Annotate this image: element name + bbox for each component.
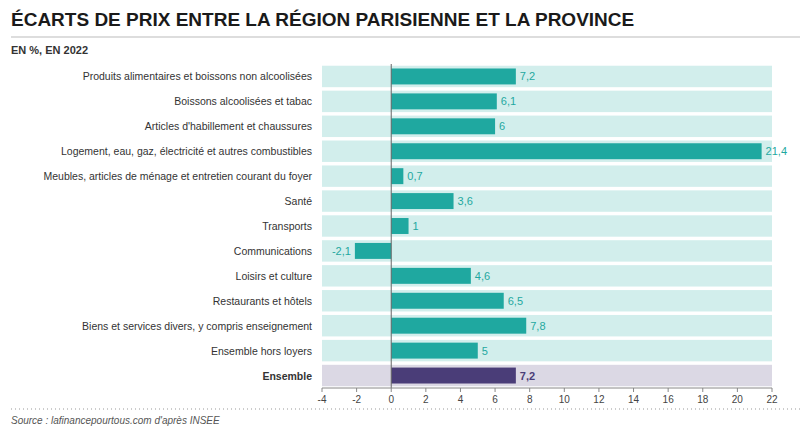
x-tick bbox=[564, 388, 565, 392]
x-tick bbox=[495, 388, 496, 392]
category-label: Loisirs et culture bbox=[236, 270, 313, 282]
x-tick-label: 8 bbox=[527, 394, 533, 405]
category-label: Restaurants et hôtels bbox=[213, 295, 312, 307]
category-label: Biens et services divers, y compris ense… bbox=[82, 320, 312, 332]
bar bbox=[391, 143, 761, 159]
x-tick bbox=[529, 388, 530, 392]
data-label: 6,5 bbox=[508, 295, 523, 307]
x-tick bbox=[356, 388, 357, 392]
x-tick-label: 10 bbox=[559, 394, 571, 405]
source-note: Source : lafinancepourtous.com d'après I… bbox=[11, 415, 220, 426]
x-tick bbox=[391, 388, 392, 392]
x-tick bbox=[737, 388, 738, 392]
data-label: 7,2 bbox=[520, 70, 535, 82]
x-tick bbox=[598, 388, 599, 392]
x-tick-label: 22 bbox=[766, 394, 778, 405]
row-band bbox=[322, 66, 772, 87]
x-axis-line bbox=[322, 388, 772, 389]
x-tick bbox=[425, 388, 426, 392]
data-label: 4,6 bbox=[475, 270, 490, 282]
category-label: Santé bbox=[285, 195, 313, 207]
category-label: Meubles, articles de ménage et entretien… bbox=[44, 170, 313, 182]
data-label: 0,7 bbox=[407, 170, 422, 182]
row-band bbox=[322, 365, 772, 386]
row-band bbox=[322, 315, 772, 336]
title: ÉCARTS DE PRIX ENTRE LA RÉGION PARISIENN… bbox=[11, 9, 634, 30]
data-label: -2,1 bbox=[332, 245, 351, 257]
data-label: 7,2 bbox=[520, 370, 535, 382]
category-label: Boissons alcoolisées et tabac bbox=[174, 95, 312, 107]
bar bbox=[391, 318, 526, 334]
zero-line bbox=[391, 64, 392, 388]
category-label: Ensemble hors loyers bbox=[211, 345, 312, 357]
row-band bbox=[322, 116, 772, 137]
row-band bbox=[322, 141, 772, 162]
x-tick-label: 16 bbox=[663, 394, 675, 405]
x-tick-label: 6 bbox=[492, 394, 498, 405]
x-tick bbox=[460, 388, 461, 392]
bar bbox=[391, 168, 403, 184]
data-label: 21,4 bbox=[766, 145, 787, 157]
x-tick bbox=[322, 388, 323, 392]
x-tick-label: 2 bbox=[423, 394, 429, 405]
bar bbox=[391, 293, 504, 309]
chart: ÉCARTS DE PRIX ENTRE LA RÉGION PARISIENN… bbox=[0, 0, 811, 433]
row-band bbox=[322, 240, 772, 261]
bar bbox=[391, 118, 495, 134]
x-tick-label: -4 bbox=[318, 394, 327, 405]
row-band bbox=[322, 265, 772, 286]
row-band bbox=[322, 290, 772, 311]
title-rule bbox=[11, 37, 800, 38]
plot-area bbox=[322, 66, 772, 387]
x-tick-label: 12 bbox=[593, 394, 605, 405]
bar bbox=[391, 218, 408, 234]
bar bbox=[391, 93, 497, 109]
row-band bbox=[322, 215, 772, 236]
x-tick bbox=[702, 388, 703, 392]
category-label: Produits alimentaires et boissons non al… bbox=[83, 70, 312, 82]
bar bbox=[391, 343, 478, 359]
row-band bbox=[322, 340, 772, 361]
row-band bbox=[322, 165, 772, 186]
category-label: Articles d'habillement et chaussures bbox=[145, 120, 312, 132]
x-tick-label: 20 bbox=[732, 394, 744, 405]
bar bbox=[391, 68, 516, 84]
data-label: 6 bbox=[499, 120, 505, 132]
data-label: 5 bbox=[482, 345, 488, 357]
x-tick-label: 0 bbox=[388, 394, 394, 405]
background bbox=[0, 0, 811, 433]
x-tick-label: -2 bbox=[352, 394, 361, 405]
x-tick-label: 18 bbox=[697, 394, 709, 405]
separator bbox=[11, 409, 800, 410]
bar bbox=[391, 268, 471, 284]
category-label: Communications bbox=[234, 245, 312, 257]
row-band bbox=[322, 91, 772, 112]
x-tick bbox=[668, 388, 669, 392]
x-tick bbox=[772, 388, 773, 392]
category-label: Ensemble bbox=[262, 370, 312, 382]
x-tick-label: 4 bbox=[458, 394, 464, 405]
data-label: 1 bbox=[413, 220, 419, 232]
category-label: Logement, eau, gaz, électricité et autre… bbox=[61, 145, 312, 157]
data-label: 3,6 bbox=[458, 195, 473, 207]
category-label: Transports bbox=[262, 220, 312, 232]
subtitle: EN %, EN 2022 bbox=[11, 44, 88, 56]
bar bbox=[391, 193, 453, 209]
x-tick bbox=[633, 388, 634, 392]
data-label: 6,1 bbox=[501, 95, 516, 107]
data-label: 7,8 bbox=[530, 320, 545, 332]
bar bbox=[391, 368, 516, 384]
x-tick-label: 14 bbox=[628, 394, 640, 405]
bar bbox=[355, 243, 391, 259]
row-band bbox=[322, 190, 772, 211]
